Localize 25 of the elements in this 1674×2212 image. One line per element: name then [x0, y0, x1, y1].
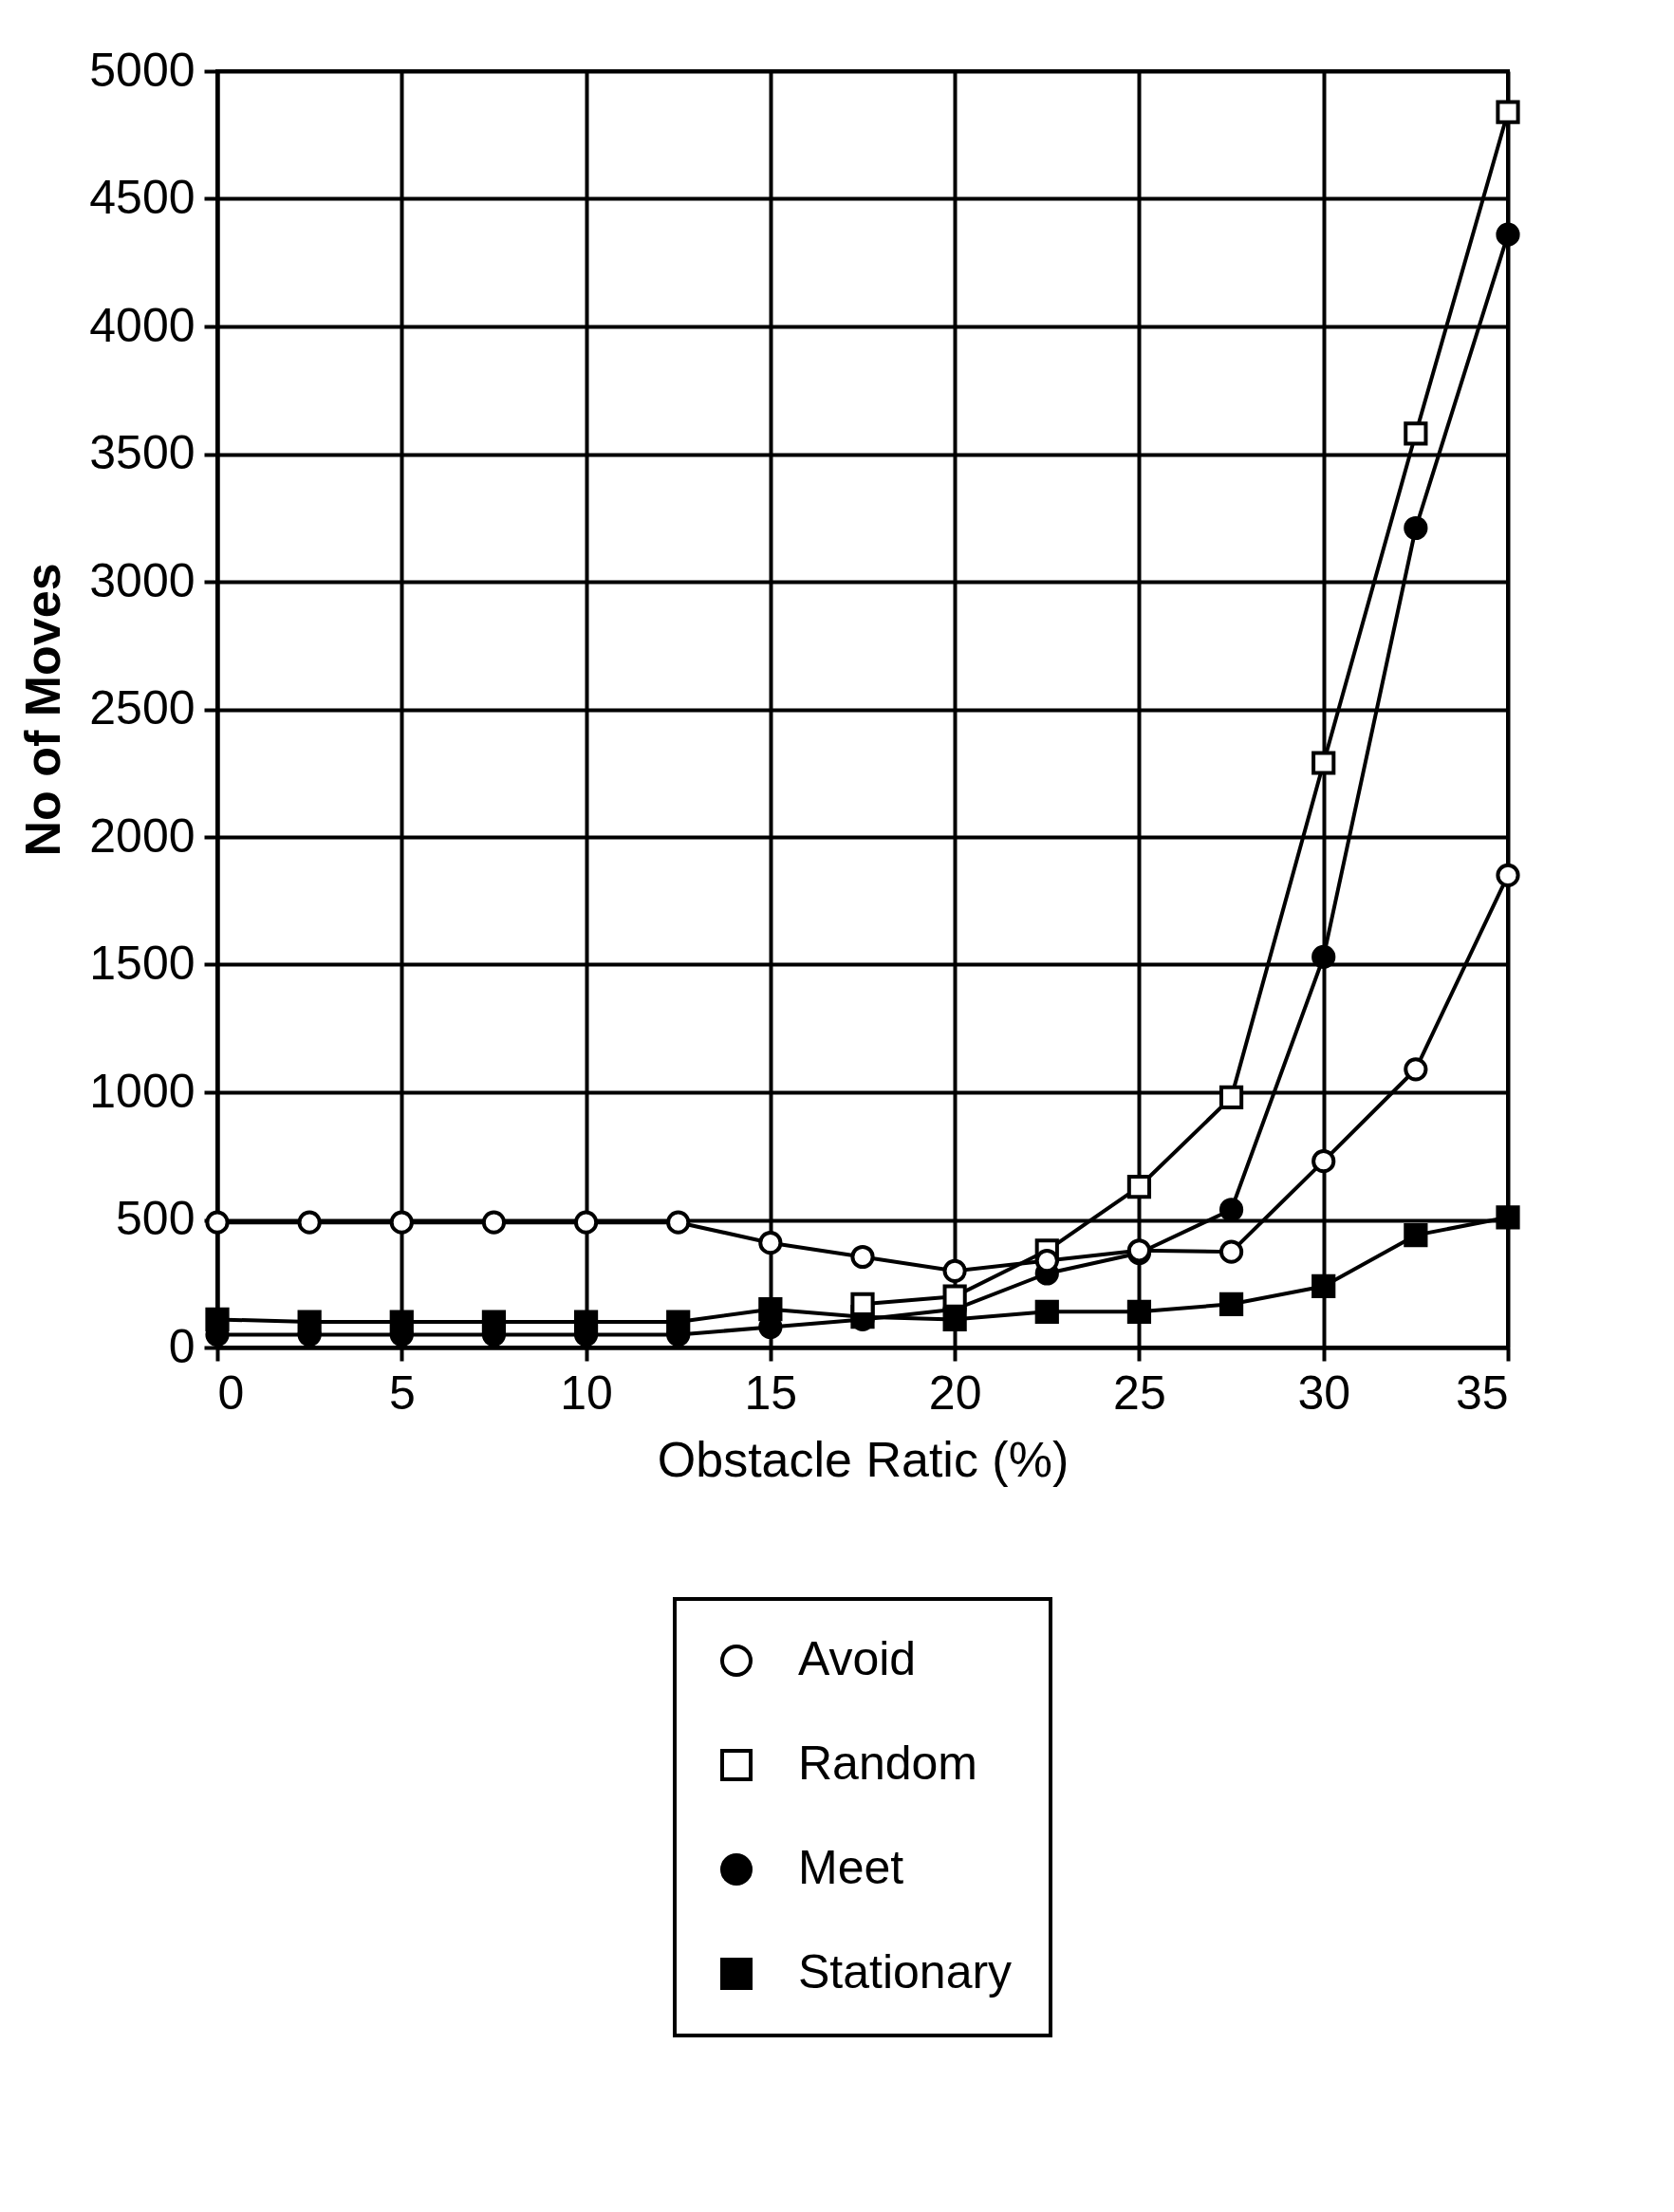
- x-axis-title: Obstacle Ratic (%): [657, 1431, 1070, 1487]
- y-tick-label: 500: [116, 1192, 195, 1245]
- x-tick-label: 25: [1113, 1366, 1166, 1420]
- y-tick-label: 3500: [89, 426, 195, 479]
- y-tick-label: 4000: [89, 298, 195, 352]
- x-tick-label: 15: [744, 1366, 798, 1420]
- y-tick-label: 0: [168, 1319, 195, 1373]
- y-tick-label: 4500: [89, 171, 195, 224]
- x-tick-label: 30: [1297, 1366, 1351, 1420]
- y-axis-title: No of Moves: [15, 563, 71, 857]
- x-tick-label: 5: [388, 1366, 416, 1420]
- x-tick-label: 20: [928, 1366, 982, 1420]
- y-tick-label: 1000: [89, 1064, 195, 1118]
- legend-label: Stationary: [798, 1945, 1013, 1998]
- y-tick-label: 1500: [89, 937, 195, 990]
- y-tick-label: 2000: [89, 809, 195, 863]
- y-tick-label: 5000: [89, 43, 195, 97]
- y-tick-label: 2500: [89, 681, 195, 734]
- x-tick-label: 35: [1455, 1366, 1509, 1420]
- y-tick-label: 3000: [89, 553, 195, 607]
- legend-label: Avoid: [798, 1632, 917, 1685]
- x-tick-label: 0: [217, 1366, 245, 1420]
- x-tick-label: 10: [560, 1366, 613, 1420]
- legend-label: Random: [798, 1737, 977, 1790]
- legend-label: Meet: [798, 1841, 904, 1894]
